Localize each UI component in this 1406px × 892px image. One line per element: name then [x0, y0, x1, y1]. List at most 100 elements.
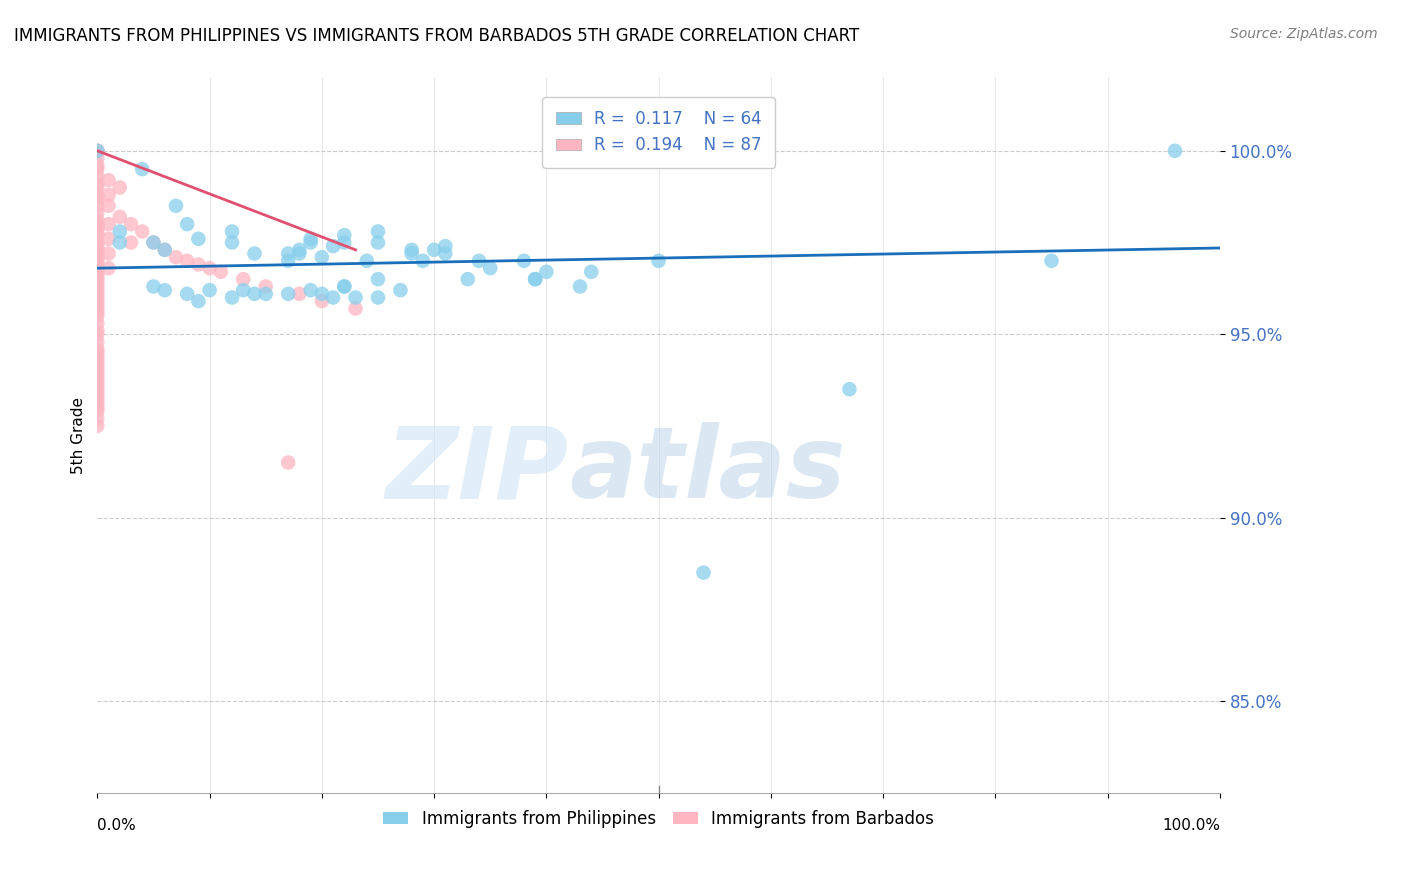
Point [86, 246, 108, 260]
Point [97, 173, 120, 187]
Point [221, 235, 243, 250]
Point [536, 265, 558, 279]
Point [198, 261, 221, 276]
Legend: Immigrants from Philippines, Immigrants from Barbados: Immigrants from Philippines, Immigrants … [377, 803, 941, 834]
Point [692, 566, 714, 580]
Text: 100.0%: 100.0% [1161, 818, 1220, 833]
Point [153, 243, 176, 257]
Point [198, 283, 221, 297]
Point [86, 180, 108, 194]
Point [277, 253, 299, 268]
Point [311, 250, 333, 264]
Point [838, 382, 860, 396]
Point [86, 352, 108, 367]
Point [468, 253, 491, 268]
Point [86, 225, 108, 239]
Point [367, 235, 389, 250]
Text: ZIP: ZIP [385, 422, 569, 519]
Point [412, 253, 434, 268]
Point [434, 246, 457, 260]
Point [108, 180, 131, 194]
Point [232, 283, 254, 297]
Point [299, 235, 322, 250]
Point [322, 239, 344, 253]
Point [86, 169, 108, 184]
Point [86, 294, 108, 309]
Point [333, 279, 356, 293]
Point [86, 378, 108, 392]
Point [86, 283, 108, 297]
Point [86, 291, 108, 305]
Point [86, 375, 108, 389]
Point [120, 217, 142, 231]
Point [401, 243, 423, 257]
Point [86, 276, 108, 290]
Point [187, 294, 209, 309]
Point [86, 187, 108, 202]
Point [221, 225, 243, 239]
Point [86, 342, 108, 356]
Point [647, 253, 669, 268]
Point [142, 235, 165, 250]
Point [243, 246, 266, 260]
Point [322, 291, 344, 305]
Text: atlas: atlas [569, 422, 845, 519]
Point [108, 235, 131, 250]
Point [86, 258, 108, 272]
Point [86, 393, 108, 408]
Point [86, 243, 108, 257]
Point [108, 225, 131, 239]
Point [86, 213, 108, 227]
Point [97, 246, 120, 260]
Point [86, 151, 108, 165]
Point [97, 217, 120, 231]
Point [86, 206, 108, 220]
Point [86, 144, 108, 158]
Point [311, 286, 333, 301]
Point [569, 279, 592, 293]
Point [254, 286, 277, 301]
Point [524, 272, 547, 286]
Point [86, 177, 108, 191]
Text: Source: ZipAtlas.com: Source: ZipAtlas.com [1230, 27, 1378, 41]
Point [86, 298, 108, 312]
Point [86, 349, 108, 363]
Point [86, 360, 108, 375]
Point [367, 225, 389, 239]
Point [1164, 144, 1187, 158]
Point [176, 217, 198, 231]
Point [367, 272, 389, 286]
Point [86, 144, 108, 158]
Point [86, 334, 108, 349]
Point [232, 272, 254, 286]
Point [97, 261, 120, 276]
Text: IMMIGRANTS FROM PHILIPPINES VS IMMIGRANTS FROM BARBADOS 5TH GRADE CORRELATION CH: IMMIGRANTS FROM PHILIPPINES VS IMMIGRANT… [14, 27, 859, 45]
Point [131, 162, 153, 177]
Point [86, 301, 108, 316]
Point [288, 286, 311, 301]
Point [86, 418, 108, 433]
Point [457, 272, 479, 286]
Point [97, 199, 120, 213]
Point [86, 253, 108, 268]
Point [221, 291, 243, 305]
Point [86, 404, 108, 418]
Point [254, 279, 277, 293]
Point [86, 220, 108, 235]
Point [86, 397, 108, 411]
Point [86, 368, 108, 382]
Point [333, 235, 356, 250]
Point [142, 279, 165, 293]
Point [86, 371, 108, 385]
Point [581, 265, 603, 279]
Point [513, 253, 536, 268]
Point [277, 286, 299, 301]
Point [86, 390, 108, 404]
Point [367, 291, 389, 305]
Point [356, 253, 378, 268]
Point [479, 261, 502, 276]
Point [333, 279, 356, 293]
Point [187, 232, 209, 246]
Point [344, 301, 367, 316]
Point [131, 225, 153, 239]
